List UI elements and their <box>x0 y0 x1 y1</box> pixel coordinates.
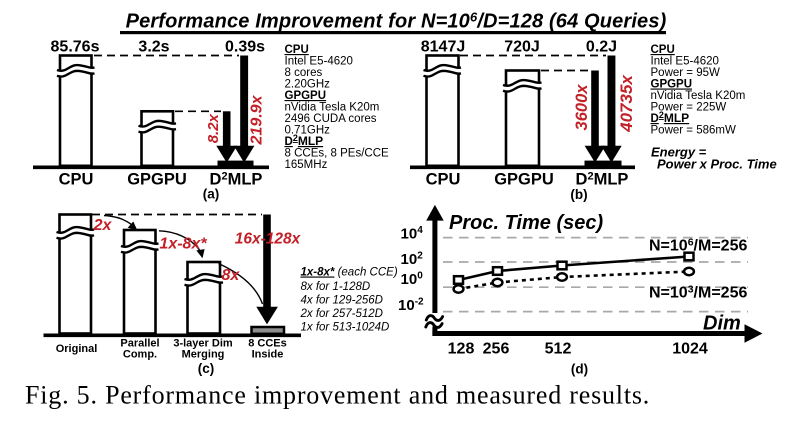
svg-text:100: 100 <box>401 271 424 289</box>
svg-text:2x: 2x <box>93 217 113 234</box>
svg-text:165MHz: 165MHz <box>285 159 328 171</box>
svg-text:Intel E5-4620: Intel E5-4620 <box>285 56 353 68</box>
svg-text:GPGPU: GPGPU <box>127 171 187 189</box>
svg-text:Power = 586mW: Power = 586mW <box>651 125 736 137</box>
svg-text:(a): (a) <box>203 187 220 202</box>
svg-text:(d): (d) <box>571 362 588 377</box>
svg-text:40735x: 40735x <box>617 74 636 133</box>
svg-text:Power = 225W: Power = 225W <box>651 102 727 114</box>
svg-text:8 CCEs, 8 PEs/CCE: 8 CCEs, 8 PEs/CCE <box>285 148 389 160</box>
svg-text:N=103/M=256: N=103/M=256 <box>649 284 747 302</box>
svg-text:219.9x: 219.9x <box>249 94 266 145</box>
svg-text:104: 104 <box>401 225 424 243</box>
svg-text:D2MLP: D2MLP <box>576 171 629 189</box>
svg-text:nVidia Tesla K20m: nVidia Tesla K20m <box>285 102 380 114</box>
svg-text:8 cores: 8 cores <box>285 67 323 79</box>
svg-text:1x-8x*: 1x-8x* <box>159 236 207 253</box>
svg-text:Merging: Merging <box>182 349 225 361</box>
svg-text:CPU: CPU <box>285 44 309 56</box>
svg-text:Power = 95W: Power = 95W <box>651 67 720 79</box>
svg-text:8x: 8x <box>222 267 241 284</box>
svg-text:8x for 1-128D: 8x for 1-128D <box>301 281 371 293</box>
svg-text:2x for 257-512D: 2x for 257-512D <box>300 308 383 320</box>
svg-text:3-layer Dim: 3-layer Dim <box>173 338 233 350</box>
svg-text:256: 256 <box>483 341 510 358</box>
svg-text:0.39s: 0.39s <box>225 39 265 56</box>
svg-text:CPU: CPU <box>651 44 675 56</box>
svg-text:8.2x: 8.2x <box>205 113 222 143</box>
svg-text:10-2: 10-2 <box>398 297 424 315</box>
svg-text:Energy =: Energy = <box>651 145 707 160</box>
svg-text:Inside: Inside <box>252 349 284 361</box>
svg-text:(b): (b) <box>570 187 587 202</box>
svg-text:GPGPU: GPGPU <box>285 90 327 102</box>
svg-text:GPGPU: GPGPU <box>494 171 554 189</box>
svg-text:2496 CUDA cores: 2496 CUDA cores <box>285 113 377 125</box>
svg-text:CPU: CPU <box>426 171 461 189</box>
svg-text:3.2s: 3.2s <box>138 39 169 56</box>
svg-text:3600x: 3600x <box>573 84 591 131</box>
svg-text:D2MLP: D2MLP <box>651 110 690 125</box>
svg-text:Performance Improvement for N=: Performance Improvement for N=106/D=128 … <box>126 10 667 33</box>
svg-text:128: 128 <box>448 341 475 358</box>
svg-text:(c): (c) <box>198 361 215 376</box>
svg-text:4x for 129-256D: 4x for 129-256D <box>301 295 383 307</box>
svg-text:1x-8x* (each CCE): 1x-8x* (each CCE) <box>301 267 398 279</box>
svg-text:Comp.: Comp. <box>123 349 157 361</box>
svg-text:0.2J: 0.2J <box>586 39 617 56</box>
svg-text:N=106/M=256: N=106/M=256 <box>649 237 747 255</box>
svg-text:Parallel: Parallel <box>120 338 159 350</box>
svg-text:512: 512 <box>545 341 572 358</box>
svg-text:2.20GHz: 2.20GHz <box>285 79 331 91</box>
svg-text:Dim: Dim <box>703 313 741 335</box>
svg-text:102: 102 <box>401 251 424 269</box>
svg-text:85.76s: 85.76s <box>51 39 100 56</box>
svg-text:16x-128x: 16x-128x <box>235 231 302 248</box>
svg-text:Fig. 5. Performance improvemen: Fig. 5. Performance improvement and meas… <box>25 381 650 410</box>
svg-text:Intel E5-4620: Intel E5-4620 <box>651 56 719 68</box>
svg-text:8 CCEs: 8 CCEs <box>248 338 287 350</box>
svg-text:D2MLP: D2MLP <box>285 133 324 148</box>
svg-text:Power x Proc. Time: Power x Proc. Time <box>657 157 777 172</box>
svg-text:1024: 1024 <box>672 341 708 358</box>
svg-text:CPU: CPU <box>59 171 94 189</box>
svg-text:Proc. Time (sec): Proc. Time (sec) <box>449 212 603 234</box>
svg-text:Original: Original <box>56 343 98 355</box>
svg-text:720J: 720J <box>504 39 540 56</box>
svg-text:1x for 513-1024D: 1x for 513-1024D <box>301 322 390 334</box>
svg-text:GPGPU: GPGPU <box>651 79 693 91</box>
svg-text:D2MLP: D2MLP <box>210 171 263 189</box>
svg-text:0.71GHz: 0.71GHz <box>285 125 331 137</box>
svg-text:nVidia Tesla K20m: nVidia Tesla K20m <box>651 90 746 102</box>
svg-text:8147J: 8147J <box>421 39 466 56</box>
